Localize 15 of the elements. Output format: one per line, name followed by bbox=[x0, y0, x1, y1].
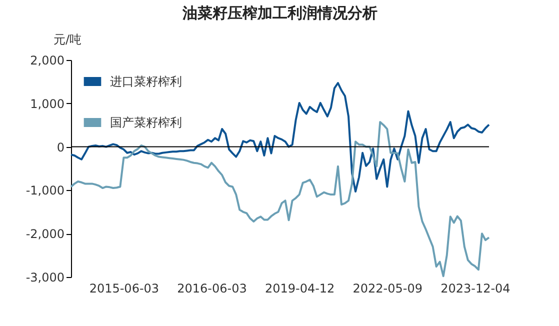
x-tick-label: 2022-05-09 bbox=[352, 282, 423, 296]
x-tick-label: 2019-04-12 bbox=[264, 282, 335, 296]
legend-label: 国产菜籽榨利 bbox=[110, 116, 182, 130]
y-axis-title: 元/吨 bbox=[54, 32, 82, 46]
y-tick-label: 0 bbox=[56, 140, 64, 154]
legend-label: 进口菜籽榨利 bbox=[110, 74, 182, 88]
x-tick-label: 2016-06-03 bbox=[177, 282, 247, 296]
y-tick-label: -2,000 bbox=[26, 227, 64, 242]
chart-title: 油菜籽压榨加工利润情况分析 bbox=[182, 4, 378, 22]
y-tick-label: 1,000 bbox=[30, 96, 64, 111]
y-tick-label: 2,000 bbox=[30, 54, 64, 68]
y-tick-label: -1,000 bbox=[26, 184, 64, 198]
x-tick-label: 2023-12-04 bbox=[440, 282, 510, 296]
y-tick-label: -3,000 bbox=[26, 270, 64, 284]
x-tick-label: 2015-06-03 bbox=[89, 282, 160, 296]
